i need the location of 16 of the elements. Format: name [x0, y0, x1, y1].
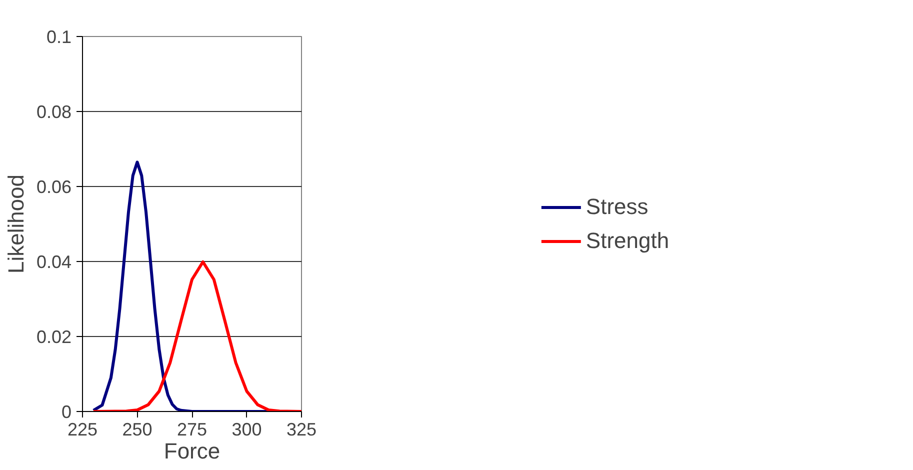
y-axis-title: Likelihood	[3, 174, 28, 274]
x-tick-label: 275	[176, 420, 208, 440]
y-tick-label: 0.1	[46, 27, 72, 47]
line-series	[92, 260, 302, 412]
x-tick-label: 325	[286, 420, 317, 440]
y-tick-label: 0	[61, 402, 72, 422]
x-axis-title: Force	[164, 438, 220, 464]
x-tick-label: 225	[67, 420, 98, 440]
y-tick-label: 0.08	[36, 102, 72, 122]
y-tick-label: 0.02	[36, 327, 72, 347]
y-tick-label: 0.06	[36, 177, 72, 197]
legend-label: Stress	[586, 194, 648, 220]
x-tick-label: 300	[232, 420, 262, 440]
y-tick-label: 0.04	[36, 252, 72, 272]
x-tick-label: 250	[122, 420, 152, 440]
legend-label: Strength	[586, 228, 670, 254]
